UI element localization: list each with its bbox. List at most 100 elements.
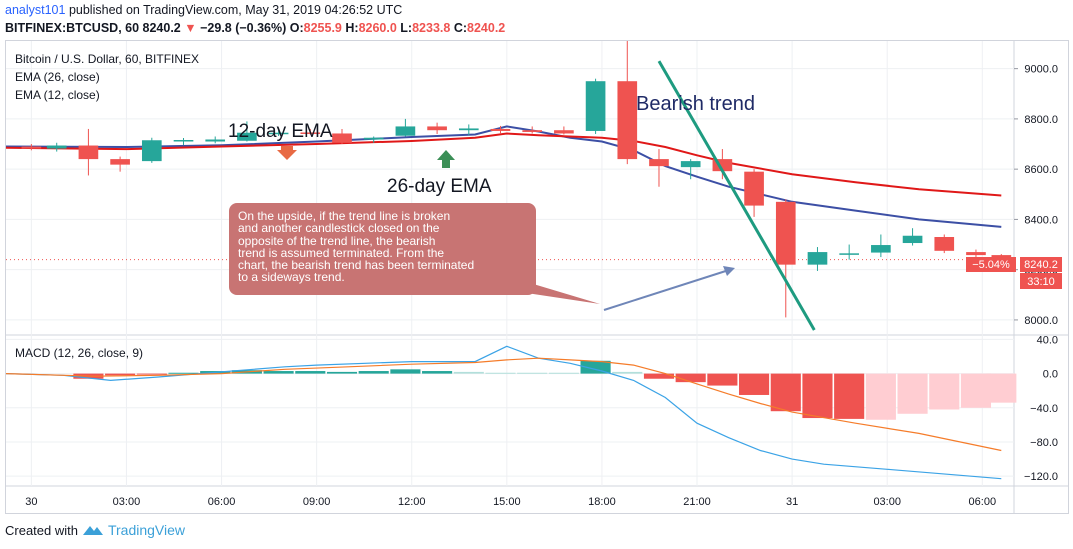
ema12-marker-icon (277, 146, 297, 160)
macd-hist-bar (897, 373, 928, 414)
macd-hist-bar (295, 371, 326, 374)
candle-body[interactable] (490, 128, 511, 131)
macd-hist-bar (865, 373, 896, 420)
macd-hist-bar (517, 372, 548, 374)
chart-frame[interactable] (5, 40, 1069, 514)
price-tick-label: 8000.0 (1024, 315, 1058, 327)
macd-hist-bar (960, 373, 992, 408)
c-label: C: (453, 21, 468, 35)
high-value: 8260.0 (358, 21, 397, 35)
macd-hist-bar (453, 371, 484, 374)
legend-ema26: EMA (26, close) (15, 70, 100, 84)
macd-hist-bar (168, 372, 199, 374)
candle-body[interactable] (205, 139, 226, 142)
tradingview-logo-icon (82, 526, 103, 535)
time-tick-label: 18:00 (588, 496, 616, 508)
price-badge: −5.04% 8240.2 33:10 (966, 257, 1062, 289)
candle-body[interactable] (649, 159, 669, 167)
candle-body[interactable] (839, 253, 859, 255)
ema12-line (5, 132, 1002, 197)
candle-body[interactable] (300, 132, 321, 134)
countdown-badge: 33:10 (1027, 276, 1055, 288)
time-tick-label: 21:00 (683, 496, 711, 508)
candle-body[interactable] (21, 146, 42, 149)
candle-body[interactable] (268, 132, 289, 135)
close-value: 8240.2 (467, 21, 506, 35)
pointer-arrow-head (723, 266, 735, 276)
macd-hist-bar (707, 373, 738, 386)
macd-tick-label: 40.0 (1037, 334, 1058, 346)
macd-hist-bar (643, 373, 675, 379)
candle-body[interactable] (966, 252, 986, 256)
candle-body[interactable] (110, 159, 130, 165)
price-tick-label: 8400.0 (1024, 214, 1058, 226)
candle-body[interactable] (173, 140, 194, 142)
time-tick-label: 06:00 (208, 496, 236, 508)
macd-hist-bar (675, 373, 706, 383)
low-value: 8233.8 (412, 21, 451, 35)
macd-hist-bar (770, 373, 801, 412)
macd-tick-label: −80.0 (1030, 437, 1058, 449)
candle-body[interactable] (363, 137, 384, 140)
candle-body[interactable] (775, 201, 796, 265)
candle-body[interactable] (141, 140, 162, 162)
price-tick-label: 9000.0 (1024, 64, 1058, 76)
candle-body[interactable] (617, 81, 638, 160)
time-tick-label: 06:00 (969, 496, 997, 508)
macd-hist-bar (485, 372, 516, 374)
candle-body[interactable] (46, 145, 67, 149)
candle-body[interactable] (458, 128, 479, 131)
candle-body[interactable] (237, 132, 257, 141)
macd-hist-bar (580, 360, 611, 374)
time-tick-label: 03:00 (873, 496, 901, 508)
ema26-annotation: 26-day EMA (387, 176, 492, 197)
macd-hist-bar (739, 373, 770, 395)
macd-hist-bar (929, 373, 960, 410)
macd-hist-bar (326, 371, 358, 374)
created-with: Created with (5, 522, 78, 538)
publisher-line: analyst101 published on TradingView.com,… (5, 3, 402, 17)
time-tick-label: 03:00 (113, 496, 141, 508)
price-tick-label: 8600.0 (1024, 164, 1058, 176)
candle-body[interactable] (585, 81, 606, 131)
candle-body[interactable] (871, 245, 891, 253)
trendline[interactable] (657, 60, 816, 331)
macd-hist-bar (105, 373, 136, 376)
candle-body[interactable] (78, 145, 99, 160)
legend-ema12: EMA (12, close) (15, 88, 100, 102)
candle-body[interactable] (902, 235, 923, 244)
candle-body[interactable] (427, 126, 447, 131)
open-value: 8255.9 (303, 21, 342, 35)
time-tick-label: 30 (25, 496, 37, 508)
ema12-annotation: 12-day EMA (228, 121, 333, 142)
candle-body[interactable] (554, 130, 574, 134)
macd-hist-bar (834, 373, 865, 419)
candle-body[interactable] (522, 130, 543, 132)
candle-body[interactable] (934, 237, 955, 251)
candle-body[interactable] (332, 133, 352, 143)
footer: Created with TradingView (5, 522, 185, 538)
o-label: O: (289, 21, 304, 35)
last-price-badge: 8240.2 (1024, 259, 1058, 271)
time-tick-label: 15:00 (493, 496, 521, 508)
macd-hist-bar (136, 373, 167, 375)
time-tick-label: 31 (786, 496, 798, 508)
last-price: 8240.2 (142, 21, 181, 35)
change: −29.8 (−0.36%) (200, 21, 287, 35)
candle-body[interactable] (744, 171, 764, 206)
ohlc-line: BITFINEX:BTCUSD, 60 8240.2 ▼ −29.8 (−0.3… (5, 21, 505, 35)
price-tick-label: 8800.0 (1024, 114, 1058, 126)
candle-body[interactable] (807, 252, 828, 265)
candle-body[interactable] (395, 126, 416, 136)
note-callout-tail (520, 280, 600, 304)
candle-body[interactable] (680, 161, 701, 168)
bearish-trend-annotation: Bearish trend (636, 93, 755, 115)
author-link[interactable]: analyst101 (5, 3, 66, 17)
pct-badge: −5.04% (972, 259, 1010, 271)
pointer-arrow-line (603, 268, 733, 311)
macd-tick-label: −40.0 (1030, 403, 1058, 415)
brand: TradingView (107, 522, 186, 538)
macd-hist-bar (612, 371, 643, 374)
down-arrow-icon: ▼ (184, 21, 197, 35)
